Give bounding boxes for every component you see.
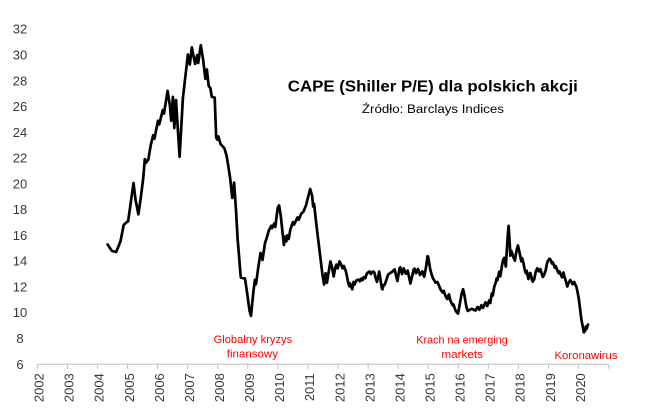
svg-text:6: 6	[16, 357, 23, 372]
svg-text:2003: 2003	[62, 373, 77, 402]
svg-text:2010: 2010	[272, 373, 287, 402]
svg-text:22: 22	[13, 151, 27, 166]
svg-text:28: 28	[13, 73, 27, 88]
svg-text:2020: 2020	[573, 373, 588, 402]
svg-text:2009: 2009	[242, 373, 257, 402]
svg-text:2017: 2017	[483, 373, 498, 402]
svg-text:8: 8	[16, 331, 23, 346]
svg-text:markets: markets	[441, 349, 483, 361]
svg-text:2015: 2015	[423, 373, 438, 402]
svg-text:Globalny kryzys: Globalny kryzys	[214, 334, 293, 346]
svg-text:10: 10	[13, 305, 27, 320]
svg-text:2019: 2019	[543, 373, 558, 402]
svg-text:32: 32	[13, 22, 27, 37]
svg-text:2016: 2016	[453, 373, 468, 402]
svg-text:20: 20	[13, 176, 27, 191]
svg-text:12: 12	[13, 279, 27, 294]
svg-text:2011: 2011	[302, 373, 317, 401]
svg-text:14: 14	[13, 254, 27, 269]
svg-text:2005: 2005	[122, 373, 137, 402]
svg-text:Źródło: Barclays Indices: Źródło: Barclays Indices	[362, 103, 504, 116]
svg-text:2002: 2002	[32, 373, 47, 402]
svg-text:2013: 2013	[362, 373, 377, 402]
svg-text:2006: 2006	[152, 373, 167, 402]
svg-text:2004: 2004	[92, 373, 107, 402]
svg-text:2007: 2007	[182, 373, 197, 402]
svg-text:CAPE (Shiller P/E) dla polskic: CAPE (Shiller P/E) dla polskich akcji	[288, 78, 578, 95]
svg-text:2018: 2018	[513, 373, 528, 402]
svg-text:30: 30	[13, 48, 27, 63]
svg-text:Krach na emerging: Krach na emerging	[416, 334, 508, 346]
svg-text:24: 24	[13, 125, 27, 140]
svg-text:18: 18	[13, 202, 27, 217]
svg-text:2008: 2008	[212, 373, 227, 402]
svg-text:26: 26	[13, 99, 27, 114]
svg-text:Koronawirus: Koronawirus	[555, 350, 618, 362]
svg-text:finansowy: finansowy	[227, 349, 279, 361]
svg-text:2014: 2014	[392, 373, 407, 402]
svg-text:16: 16	[13, 228, 27, 243]
svg-text:2012: 2012	[332, 373, 347, 402]
